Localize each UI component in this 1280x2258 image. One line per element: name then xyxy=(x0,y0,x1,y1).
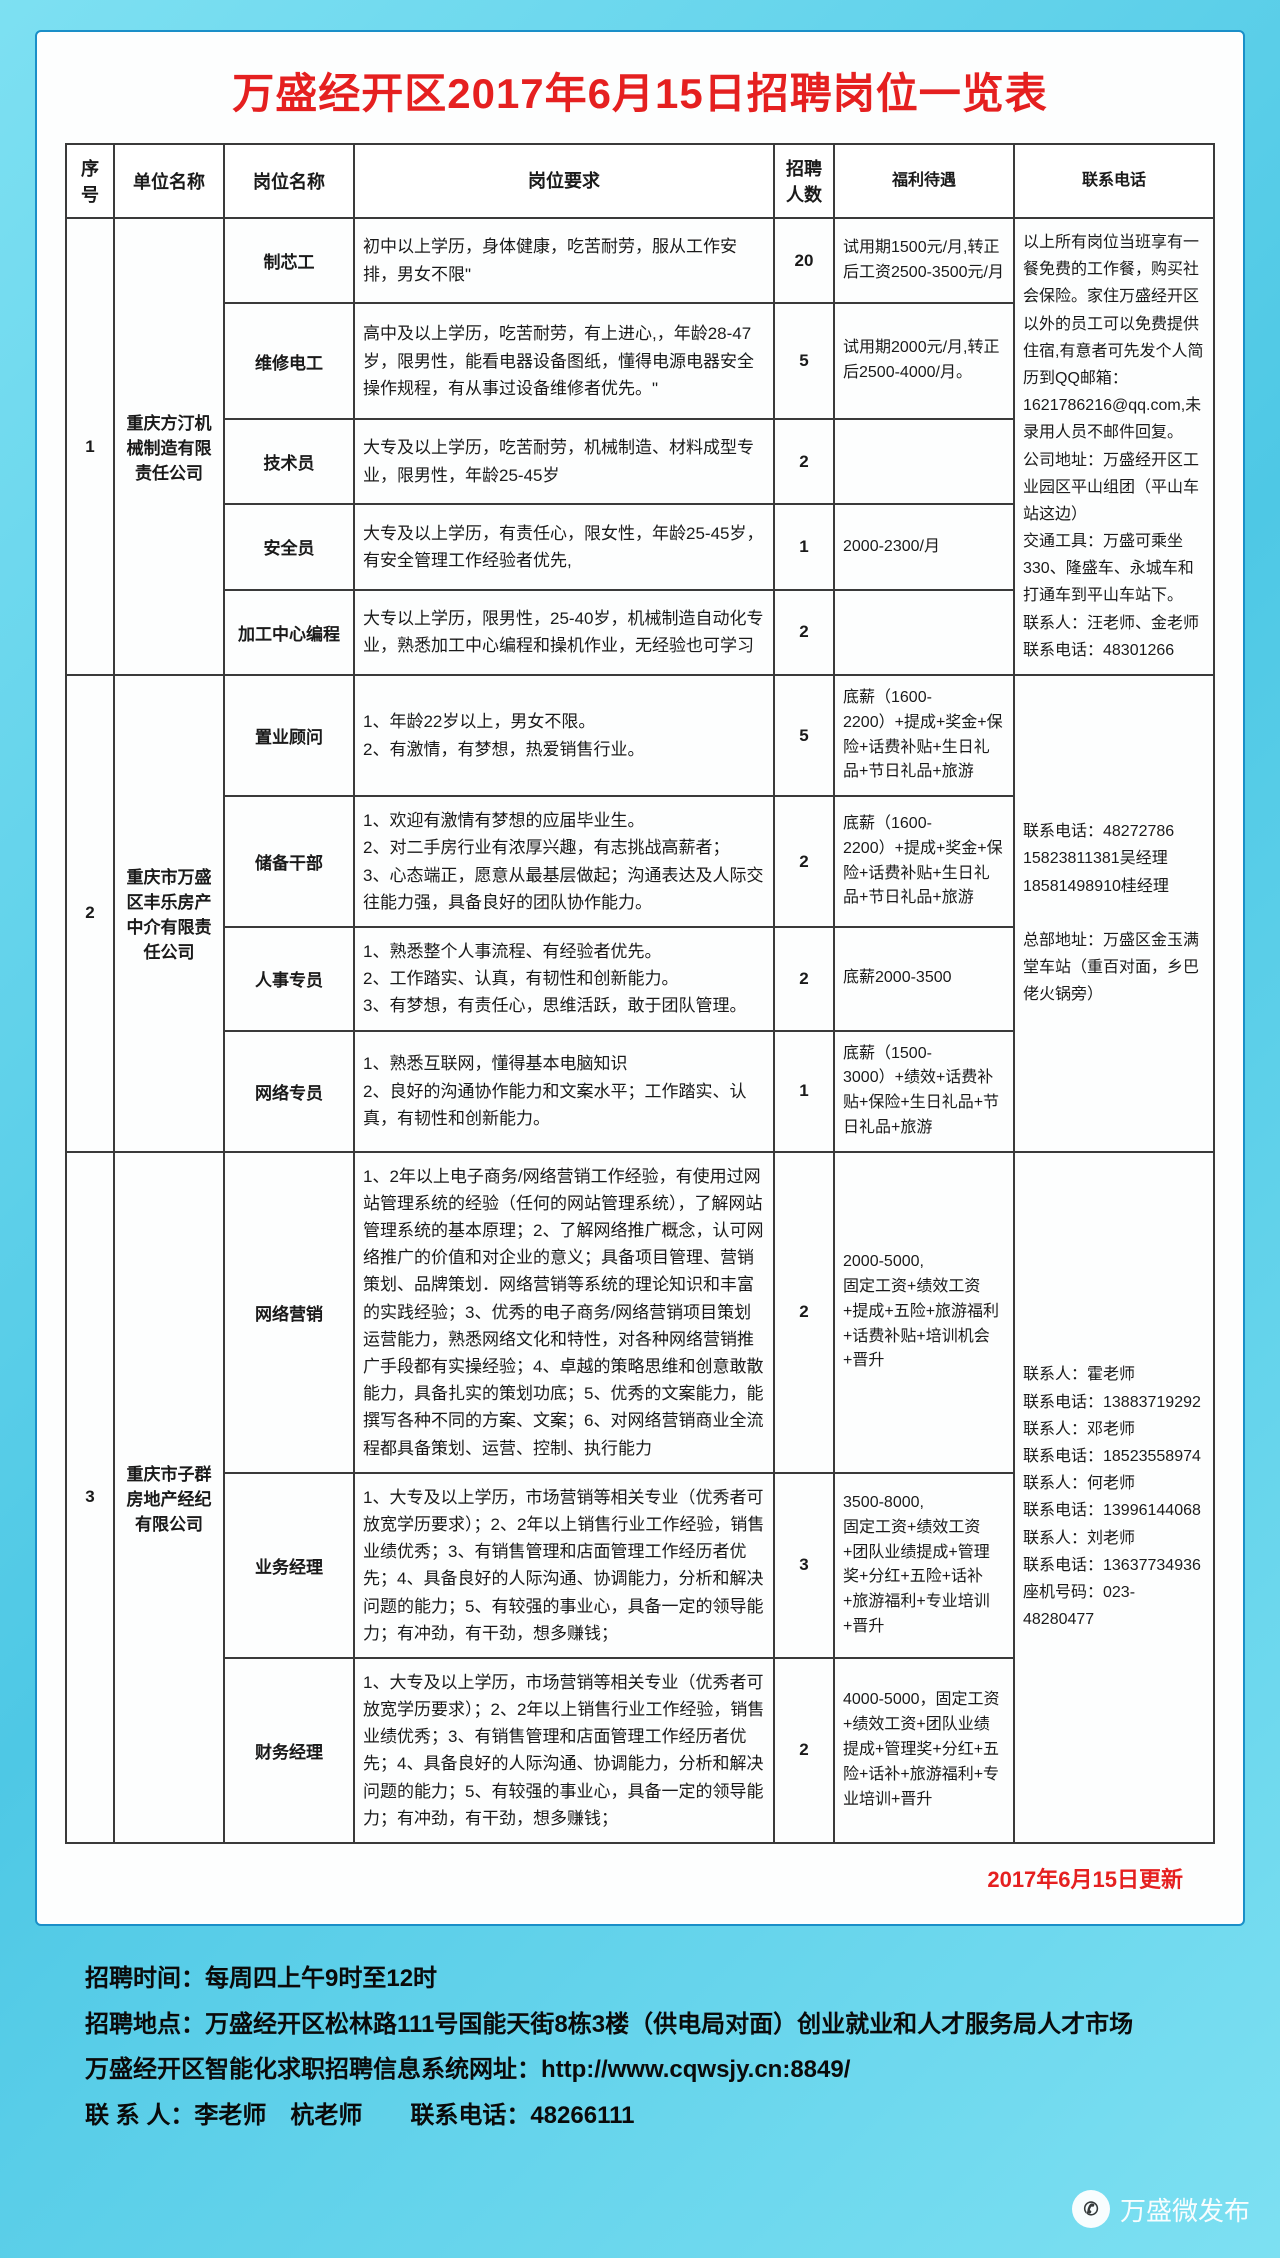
cell-benefit: 2000-2300/月 xyxy=(834,504,1014,589)
cell-seq: 3 xyxy=(66,1152,114,1843)
footer-line-url: 万盛经开区智能化求职招聘信息系统网址：http://www.cqwsjy.cn:… xyxy=(85,2047,1195,2093)
cell-requirement: 大专及以上学历，吃苦耐劳，机械制造、材料成型专业，限男性，年龄25-45岁 xyxy=(354,419,774,504)
cell-benefit: 4000-5000，固定工资+绩效工资+团队业绩提成+管理奖+分红+五险+话补+… xyxy=(834,1658,1014,1843)
cell-benefit: 试用期1500元/月,转正后工资2500-3500元/月 xyxy=(834,218,1014,303)
cell-seq: 1 xyxy=(66,218,114,675)
table-wrapper: 序号 单位名称 岗位名称 岗位要求 招聘人数 福利待遇 联系电话 1重庆方汀机械… xyxy=(37,143,1243,1844)
cell-count: 2 xyxy=(774,1152,834,1473)
cell-benefit: 底薪（1500-3000）+绩效+话费补贴+保险+生日礼品+节日礼品+旅游 xyxy=(834,1031,1014,1152)
cell-requirement: 1、年龄22岁以上，男女不限。 2、有激情，有梦想，热爱销售行业。 xyxy=(354,675,774,796)
cell-position: 技术员 xyxy=(224,419,354,504)
cell-count: 1 xyxy=(774,504,834,589)
cell-benefit xyxy=(834,419,1014,504)
cell-count: 2 xyxy=(774,927,834,1031)
job-table: 序号 单位名称 岗位名称 岗位要求 招聘人数 福利待遇 联系电话 1重庆方汀机械… xyxy=(65,143,1215,1844)
cell-requirement: 高中及以上学历，吃苦耐劳，有上进心,，年龄28-47岁，限男性，能看电器设备图纸… xyxy=(354,303,774,419)
footer-line-address: 招聘地点：万盛经开区松林路111号国能天街8栋3楼（供电局对面）创业就业和人才服… xyxy=(85,2002,1195,2048)
cell-count: 2 xyxy=(774,796,834,927)
cell-benefit: 2000-5000, 固定工资+绩效工资+提成+五险+旅游福利+话费补贴+培训机… xyxy=(834,1152,1014,1473)
col-position: 岗位名称 xyxy=(224,144,354,218)
cell-requirement: 大专以上学历，限男性，25-40岁，机械制造自动化专业，熟悉加工中心编程和操机作… xyxy=(354,590,774,675)
cell-requirement: 1、大专及以上学历，市场营销等相关专业（优秀者可放宽学历要求）；2、2年以上销售… xyxy=(354,1473,774,1658)
cell-count: 2 xyxy=(774,590,834,675)
cell-requirement: 大专及以上学历，有责任心，限女性，年龄25-45岁，有安全管理工作经验者优先, xyxy=(354,504,774,589)
poster-frame: 万盛经开区2017年6月15日招聘岗位一览表 序号 单位名称 岗位名称 岗位要求… xyxy=(0,0,1280,2258)
cell-company: 重庆方汀机械制造有限责任公司 xyxy=(114,218,224,675)
cell-position: 加工中心编程 xyxy=(224,590,354,675)
watermark-text: 万盛微发布 xyxy=(1120,2191,1250,2228)
footer-line-contact: 联 系 人：李老师 杭老师 联系电话：48266111 xyxy=(85,2093,1195,2139)
cell-position: 储备干部 xyxy=(224,796,354,927)
cell-position: 制芯工 xyxy=(224,218,354,303)
cell-requirement: 初中以上学历，身体健康，吃苦耐劳，服从工作安排，男女不限" xyxy=(354,218,774,303)
table-row: 2重庆市万盛区丰乐房产中介有限责任公司置业顾问1、年龄22岁以上，男女不限。 2… xyxy=(66,675,1214,796)
cell-benefit: 底薪2000-3500 xyxy=(834,927,1014,1031)
cell-count: 3 xyxy=(774,1473,834,1658)
cell-seq: 2 xyxy=(66,675,114,1152)
cell-benefit: 试用期2000元/月,转正后2500-4000/月。 xyxy=(834,303,1014,419)
table-body: 1重庆方汀机械制造有限责任公司制芯工初中以上学历，身体健康，吃苦耐劳，服从工作安… xyxy=(66,218,1214,1843)
cell-position: 网络专员 xyxy=(224,1031,354,1152)
main-title: 万盛经开区2017年6月15日招聘岗位一览表 xyxy=(37,32,1243,143)
cell-requirement: 1、熟悉整个人事流程、有经验者优先。 2、工作踏实、认真，有韧性和创新能力。 3… xyxy=(354,927,774,1031)
footer-block: 招聘时间：每周四上午9时至12时 招聘地点：万盛经开区松林路111号国能天街8栋… xyxy=(35,1926,1245,2138)
cell-contact: 以上所有岗位当班享有一餐免费的工作餐，购买社会保险。家住万盛经开区以外的员工可以… xyxy=(1014,218,1214,675)
col-contact: 联系电话 xyxy=(1014,144,1214,218)
watermark: ✆ 万盛微发布 xyxy=(1072,2190,1250,2228)
cell-position: 安全员 xyxy=(224,504,354,589)
cell-contact: 联系电话：48272786 15823811381吴经理 18581498910… xyxy=(1014,675,1214,1152)
col-count: 招聘人数 xyxy=(774,144,834,218)
cell-position: 业务经理 xyxy=(224,1473,354,1658)
col-benefit: 福利待遇 xyxy=(834,144,1014,218)
cell-requirement: 1、熟悉互联网，懂得基本电脑知识 2、良好的沟通协作能力和文案水平；工作踏实、认… xyxy=(354,1031,774,1152)
header-row: 序号 单位名称 岗位名称 岗位要求 招聘人数 福利待遇 联系电话 xyxy=(66,144,1214,218)
cell-position: 维修电工 xyxy=(224,303,354,419)
cell-count: 5 xyxy=(774,303,834,419)
cell-requirement: 1、欢迎有激情有梦想的应届毕业生。 2、对二手房行业有浓厚兴趣，有志挑战高薪者；… xyxy=(354,796,774,927)
cell-count: 5 xyxy=(774,675,834,796)
col-seq: 序号 xyxy=(66,144,114,218)
col-requirement: 岗位要求 xyxy=(354,144,774,218)
cell-company: 重庆市子群房地产经纪有限公司 xyxy=(114,1152,224,1843)
footer-line-time: 招聘时间：每周四上午9时至12时 xyxy=(85,1956,1195,2002)
cell-position: 人事专员 xyxy=(224,927,354,1031)
cell-position: 财务经理 xyxy=(224,1658,354,1843)
cell-count: 1 xyxy=(774,1031,834,1152)
content-panel: 万盛经开区2017年6月15日招聘岗位一览表 序号 单位名称 岗位名称 岗位要求… xyxy=(35,30,1245,1926)
cell-position: 网络营销 xyxy=(224,1152,354,1473)
table-row: 1重庆方汀机械制造有限责任公司制芯工初中以上学历，身体健康，吃苦耐劳，服从工作安… xyxy=(66,218,1214,303)
update-note: 2017年6月15日更新 xyxy=(37,1844,1243,1894)
cell-count: 20 xyxy=(774,218,834,303)
wechat-icon: ✆ xyxy=(1072,2190,1110,2228)
cell-position: 置业顾问 xyxy=(224,675,354,796)
cell-benefit: 底薪（1600-2200）+提成+奖金+保险+话费补贴+生日礼品+节日礼品+旅游 xyxy=(834,796,1014,927)
cell-benefit xyxy=(834,590,1014,675)
cell-requirement: 1、大专及以上学历，市场营销等相关专业（优秀者可放宽学历要求）；2、2年以上销售… xyxy=(354,1658,774,1843)
cell-count: 2 xyxy=(774,1658,834,1843)
col-company: 单位名称 xyxy=(114,144,224,218)
cell-benefit: 3500-8000, 固定工资+绩效工资+团队业绩提成+管理奖+分红+五险+话补… xyxy=(834,1473,1014,1658)
table-row: 3重庆市子群房地产经纪有限公司网络营销1、2年以上电子商务/网络营销工作经验，有… xyxy=(66,1152,1214,1473)
cell-requirement: 1、2年以上电子商务/网络营销工作经验，有使用过网站管理系统的经验（任何的网站管… xyxy=(354,1152,774,1473)
cell-benefit: 底薪（1600-2200）+提成+奖金+保险+话费补贴+生日礼品+节日礼品+旅游 xyxy=(834,675,1014,796)
cell-company: 重庆市万盛区丰乐房产中介有限责任公司 xyxy=(114,675,224,1152)
cell-count: 2 xyxy=(774,419,834,504)
cell-contact: 联系人：霍老师 联系电话：13883719292 联系人：邓老师 联系电话：18… xyxy=(1014,1152,1214,1843)
